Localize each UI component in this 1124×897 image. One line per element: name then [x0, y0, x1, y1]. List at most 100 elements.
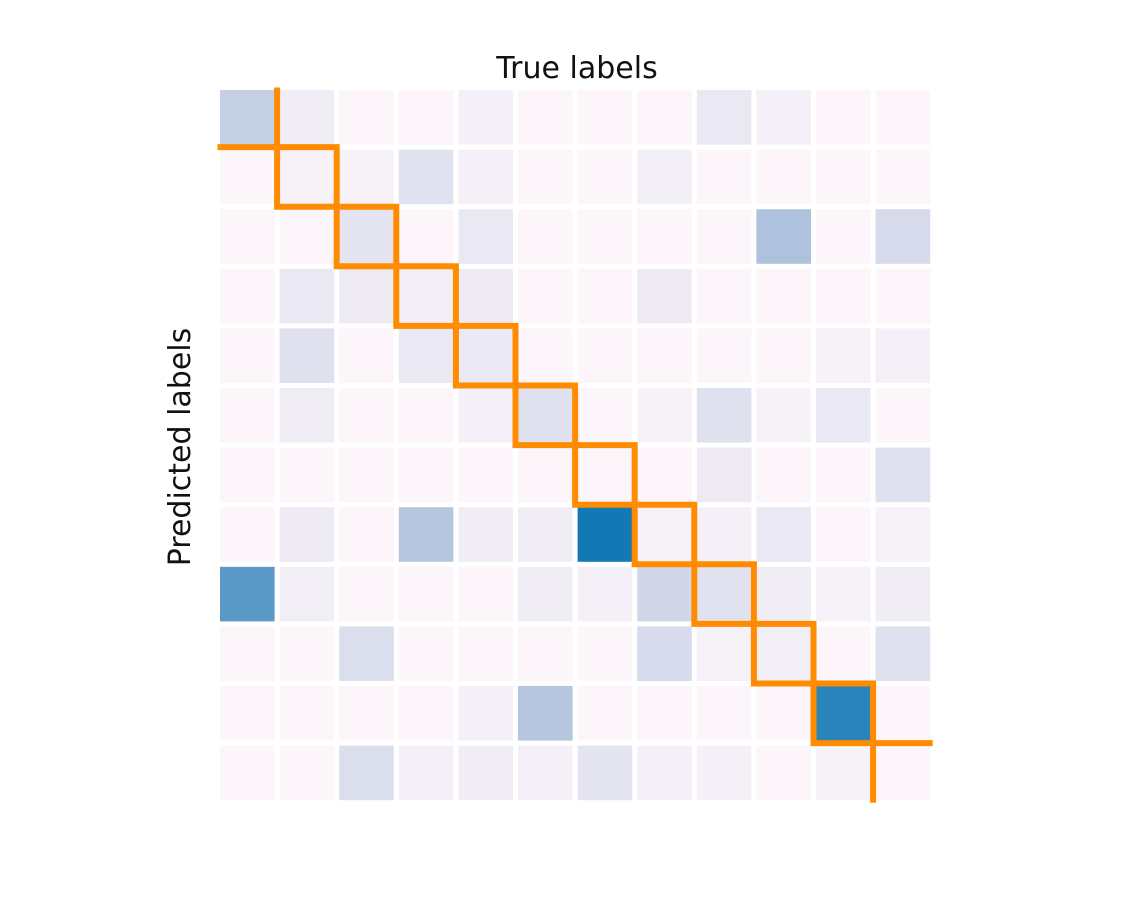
- heatmap-cell-r9-c1: [279, 626, 335, 681]
- heatmap-cell-r10-c6: [577, 686, 633, 741]
- heatmap-cell-r7-c5: [518, 507, 573, 562]
- heatmap-cell-r11-c5: [518, 745, 573, 801]
- heatmap-cell-r10-c8: [696, 686, 752, 741]
- heatmap-cell-r9-c8: [696, 626, 752, 681]
- heatmap-cell-r7-c11: [875, 507, 931, 562]
- heatmap-cell-r7-c6: [577, 507, 633, 562]
- heatmap-cell-r4-c6: [577, 328, 633, 383]
- heatmap-cell-r2-c1: [279, 209, 335, 264]
- heatmap-cell-r0-c9: [756, 90, 811, 145]
- heatmap-cell-r4-c5: [518, 328, 573, 383]
- heatmap-cell-r0-c5: [518, 90, 573, 145]
- heatmap-cell-r0-c1: [279, 90, 335, 145]
- heatmap-cell-r6-c7: [637, 447, 692, 503]
- heatmap-cell-r4-c4: [458, 328, 513, 383]
- heatmap-cell-r5-c7: [637, 388, 692, 443]
- heatmap-cell-r8-c3: [398, 566, 454, 622]
- heatmap-cell-r1-c8: [696, 149, 752, 205]
- heatmap-cell-r3-c3: [398, 268, 454, 324]
- heatmap-cell-r3-c8: [696, 268, 752, 324]
- heatmap-cell-r4-c3: [398, 328, 454, 383]
- heatmap-cell-r2-c4: [458, 209, 513, 264]
- heatmap-cell-r9-c2: [339, 626, 394, 681]
- heatmap-cell-r7-c9: [756, 507, 811, 562]
- heatmap-cells: [220, 90, 931, 801]
- heatmap-cell-r7-c7: [637, 507, 692, 562]
- heatmap-cell-r11-c11: [875, 745, 931, 801]
- heatmap-cell-r5-c1: [279, 388, 335, 443]
- heatmap-cell-r6-c6: [577, 447, 633, 503]
- heatmap-cell-r0-c10: [816, 90, 871, 145]
- heatmap-cell-r4-c1: [279, 328, 335, 383]
- heatmap-cell-r11-c2: [339, 745, 394, 801]
- heatmap-cell-r1-c1: [279, 149, 335, 205]
- heatmap-cell-r8-c8: [696, 566, 752, 622]
- heatmap-cell-r6-c3: [398, 447, 454, 503]
- heatmap-cell-r0-c11: [875, 90, 931, 145]
- heatmap-cell-r9-c9: [756, 626, 811, 681]
- heatmap-cell-r5-c6: [577, 388, 633, 443]
- heatmap-cell-r8-c9: [756, 566, 811, 622]
- heatmap-cell-r5-c5: [518, 388, 573, 443]
- heatmap-cell-r6-c10: [816, 447, 871, 503]
- heatmap-cell-r11-c8: [696, 745, 752, 801]
- heatmap-cell-r3-c10: [816, 268, 871, 324]
- heatmap-cell-r3-c1: [279, 268, 335, 324]
- heatmap-cell-r4-c8: [696, 328, 752, 383]
- heatmap-cell-r9-c11: [875, 626, 931, 681]
- heatmap-cell-r6-c8: [696, 447, 752, 503]
- heatmap-cell-r10-c2: [339, 686, 394, 741]
- heatmap-cell-r6-c0: [220, 447, 275, 503]
- heatmap-cell-r8-c5: [518, 566, 573, 622]
- heatmap-cell-r3-c9: [756, 268, 811, 324]
- heatmap-cell-r11-c7: [637, 745, 692, 801]
- heatmap-cell-r9-c4: [458, 626, 513, 681]
- heatmap-cell-r6-c4: [458, 447, 513, 503]
- heatmap-cell-r9-c0: [220, 626, 275, 681]
- heatmap-cell-r7-c4: [458, 507, 513, 562]
- heatmap-cell-r1-c0: [220, 149, 275, 205]
- heatmap-cell-r10-c10: [816, 686, 871, 741]
- heatmap-cell-r0-c2: [339, 90, 394, 145]
- heatmap-cell-r4-c2: [339, 328, 394, 383]
- heatmap-cell-r6-c2: [339, 447, 394, 503]
- heatmap-cell-r1-c5: [518, 149, 573, 205]
- heatmap-cell-r3-c6: [577, 268, 633, 324]
- heatmap-cell-r8-c0: [220, 566, 275, 622]
- heatmap-cell-r1-c11: [875, 149, 931, 205]
- heatmap-cell-r0-c6: [577, 90, 633, 145]
- y-axis-title: Predicted labels: [163, 328, 198, 567]
- heatmap-cell-r11-c6: [577, 745, 633, 801]
- x-axis-title: True labels: [495, 51, 657, 86]
- heatmap-cell-r8-c7: [637, 566, 692, 622]
- heatmap-cell-r5-c4: [458, 388, 513, 443]
- heatmap-cell-r0-c3: [398, 90, 454, 145]
- heatmap-cell-r9-c7: [637, 626, 692, 681]
- heatmap-cell-r2-c6: [577, 209, 633, 264]
- heatmap-cell-r4-c10: [816, 328, 871, 383]
- heatmap-cell-r5-c3: [398, 388, 454, 443]
- heatmap-cell-r4-c7: [637, 328, 692, 383]
- heatmap-cell-r1-c2: [339, 149, 394, 205]
- heatmap-cell-r6-c11: [875, 447, 931, 503]
- heatmap-cell-r1-c3: [398, 149, 454, 205]
- heatmap-cell-r7-c10: [816, 507, 871, 562]
- heatmap-cell-r9-c3: [398, 626, 454, 681]
- diagonal-staircase-path: [217, 87, 933, 803]
- heatmap-cell-r7-c8: [696, 507, 752, 562]
- heatmap-cell-r7-c2: [339, 507, 394, 562]
- heatmap-cell-r11-c0: [220, 745, 275, 801]
- heatmap-cell-r10-c5: [518, 686, 573, 741]
- heatmap-cell-r1-c7: [637, 149, 692, 205]
- heatmap-cell-r6-c5: [518, 447, 573, 503]
- heatmap-cell-r0-c8: [696, 90, 752, 145]
- heatmap-cell-r10-c0: [220, 686, 275, 741]
- heatmap-cell-r10-c1: [279, 686, 335, 741]
- heatmap-cell-r11-c9: [756, 745, 811, 801]
- heatmap-cell-r2-c7: [637, 209, 692, 264]
- heatmap-cell-r11-c1: [279, 745, 335, 801]
- heatmap-cell-r4-c9: [756, 328, 811, 383]
- heatmap-cell-r6-c1: [279, 447, 335, 503]
- heatmap-cell-r5-c2: [339, 388, 394, 443]
- heatmap-cell-r1-c6: [577, 149, 633, 205]
